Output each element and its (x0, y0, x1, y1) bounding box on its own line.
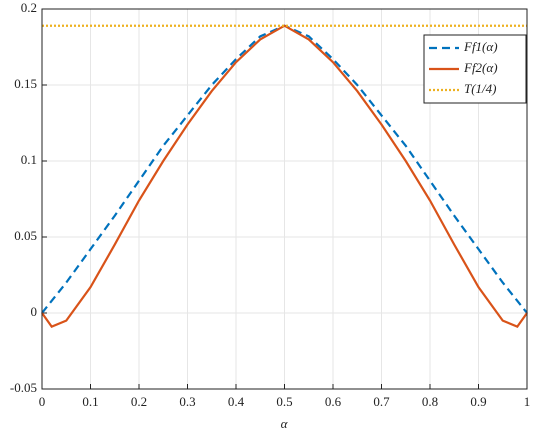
legend-label: T(1/4) (464, 81, 497, 96)
legend-label: Ff2(α) (463, 60, 498, 75)
legend-label: Ff1(α) (463, 39, 498, 54)
y-tick-label: -0.05 (10, 380, 37, 395)
line (41, 24, 528, 329)
x-tick-label: 0 (39, 394, 46, 409)
x-tick-label: 0.1 (82, 394, 98, 409)
x-tick-label: 0.5 (276, 394, 292, 409)
x-tick-label: 0.4 (228, 394, 245, 409)
y-tick-label: 0 (31, 304, 38, 319)
x-tick-label: 0.3 (179, 394, 195, 409)
x-tick-label: 1 (524, 394, 531, 409)
y-tick-label: 0.2 (21, 0, 37, 15)
x-tick-label: 0.6 (325, 394, 342, 409)
x-axis-label: α (281, 416, 289, 431)
x-tick-label: 0.8 (422, 394, 438, 409)
x-tick-label: 0.2 (131, 394, 147, 409)
y-tick-label: 0.05 (14, 228, 37, 243)
x-tick-label: 0.7 (373, 394, 390, 409)
y-tick-label: 0.15 (14, 76, 37, 91)
plot-frame (41, 8, 528, 390)
y-tick-label: 0.1 (21, 152, 37, 167)
x-tick-label: 0.9 (470, 394, 486, 409)
